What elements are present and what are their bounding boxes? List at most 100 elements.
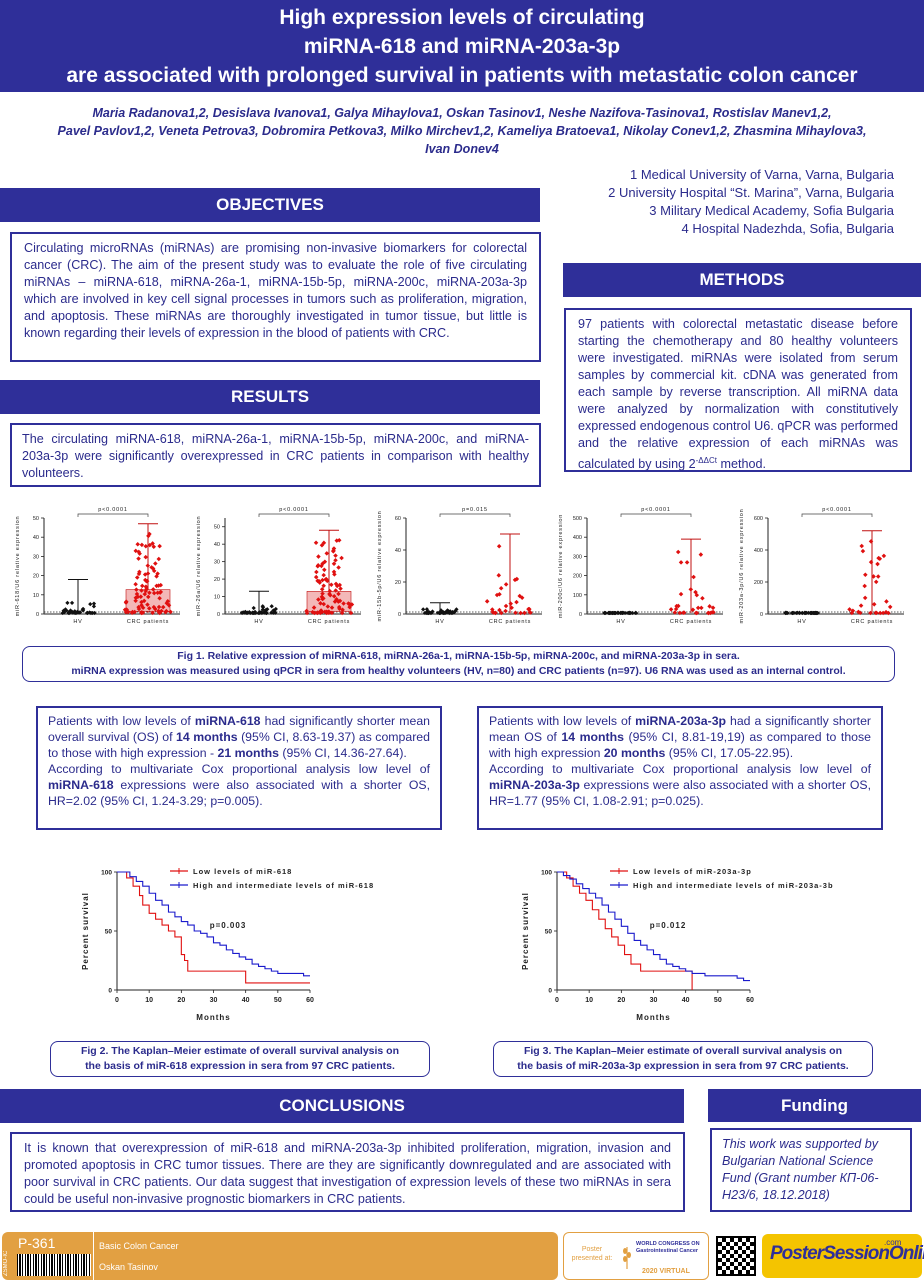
- title-line-2: miRNA-618 and miRNA-203a-3p: [303, 35, 621, 58]
- crc-point: [514, 599, 519, 605]
- affiliation-1: 1 Medical University of Varna, Varna, Bu…: [630, 167, 894, 182]
- y-tick-label: 0: [579, 612, 582, 618]
- hv-point: [797, 610, 802, 615]
- y-tick-label: 20: [33, 574, 39, 580]
- x-tick-label: 40: [242, 997, 250, 1004]
- y-tick-label: 60: [395, 516, 401, 522]
- crc-point: [887, 604, 893, 610]
- x-tick-label: 50: [714, 997, 722, 1004]
- survival-curve-high: [557, 871, 750, 982]
- crc-point: [484, 599, 490, 604]
- crc-point: [324, 551, 330, 556]
- x-label-crc: CRC patients: [127, 619, 169, 625]
- x-tick-label: 0: [555, 997, 559, 1004]
- crc-point: [139, 542, 145, 548]
- crc-point: [338, 586, 343, 591]
- hv-point: [65, 600, 70, 606]
- crc-point: [320, 596, 325, 602]
- y-tick-label: 10: [33, 593, 39, 599]
- crc-point: [677, 610, 683, 616]
- y-tick-label: 40: [33, 535, 39, 541]
- funding-box: This work was supported by Bulgarian Nat…: [710, 1128, 912, 1212]
- legend-label-1: High and intermediate levels of miR-618: [193, 881, 374, 890]
- x-label-hv: HV: [254, 619, 263, 625]
- crc-point: [859, 543, 864, 549]
- p-value: p<0.0001: [279, 507, 309, 513]
- y-tick-label: 200: [573, 574, 582, 580]
- x-tick-label: 60: [306, 997, 314, 1004]
- crc-point: [522, 610, 527, 616]
- p-value: p<0.0001: [822, 507, 852, 513]
- footer-info-bar: [2, 1232, 558, 1280]
- objectives-header: OBJECTIVES: [0, 188, 540, 222]
- crc-point: [871, 602, 877, 607]
- fig1-caption-line-1: Fig 1. Relative expression of miRNA-618,…: [177, 650, 740, 662]
- crc-point: [322, 567, 327, 573]
- x-tick-label: 60: [746, 997, 754, 1004]
- x-label-crc: CRC patients: [308, 619, 350, 625]
- hv-point: [783, 610, 788, 616]
- crc-point: [513, 610, 518, 615]
- x-tick-label: 20: [177, 997, 185, 1004]
- mir203-findings-box: Patients with low levels of miRNA-203a-3…: [477, 706, 883, 830]
- x-label-crc: CRC patients: [489, 619, 531, 625]
- crc-point: [139, 583, 145, 589]
- y-tick-label: 0: [36, 612, 39, 618]
- crc-point: [503, 608, 508, 614]
- barcode: [17, 1254, 91, 1276]
- crc-point: [668, 607, 674, 612]
- hv-point: [269, 610, 274, 615]
- y-tick-label: 100: [573, 593, 582, 599]
- significance-bracket: [439, 513, 511, 517]
- y-tick-label: 20: [395, 580, 401, 586]
- crc-point: [860, 548, 866, 554]
- x-tick-label: 0: [115, 997, 119, 1004]
- crc-point: [868, 559, 874, 565]
- crc-point: [496, 573, 502, 578]
- crc-point: [336, 565, 341, 570]
- y-tick-label: 200: [754, 580, 763, 586]
- x-label-hv: HV: [797, 619, 806, 625]
- crc-point: [684, 560, 690, 565]
- fig1-expression-charts: miR-618/U6 relative expression 0 10 20 30 40 5…: [15, 507, 904, 625]
- hv-point: [269, 604, 274, 609]
- hv-point: [421, 607, 426, 612]
- y-tick-label: 50: [214, 525, 220, 531]
- crc-point: [690, 607, 696, 613]
- crc-point: [333, 553, 338, 558]
- crc-point: [877, 610, 883, 616]
- footer-divider: [93, 1232, 94, 1280]
- significance-bracket: [258, 513, 330, 517]
- crc-point: [498, 585, 504, 591]
- crc-point: [156, 556, 162, 562]
- p-value: p=0.012: [650, 921, 687, 930]
- wheat-logo-icon: [622, 1243, 632, 1269]
- fig2-caption-line-2: the basis of miR-618 expression in sera …: [85, 1060, 395, 1072]
- y-tick-label: 30: [33, 554, 39, 560]
- crc-point: [675, 549, 681, 555]
- y-tick-label: 0: [548, 988, 552, 995]
- authors-line-3: Ivan Donev4: [425, 142, 499, 156]
- crc-point: [145, 563, 151, 568]
- hv-point: [806, 610, 811, 616]
- p-value: p<0.0001: [641, 507, 671, 513]
- x-tick-label: 30: [650, 997, 658, 1004]
- y-tick-label: 20: [214, 577, 220, 583]
- crc-point: [313, 540, 319, 545]
- fig2-caption: Fig 2. The Kaplan–Meier estimate of over…: [50, 1041, 430, 1077]
- footer: ZSMO-IC P-361 Basic Colon Cancer Oskan T…: [0, 1232, 924, 1280]
- fig1-caption-line-2: miRNA expression was measured using qPCR…: [71, 665, 846, 677]
- funding-text: This work was supported by Bulgarian Nat…: [722, 1137, 879, 1202]
- crc-point: [678, 591, 684, 597]
- congress-badge: Poster presented at: WORLD CONGRESS ON G…: [563, 1232, 709, 1280]
- crc-point: [164, 608, 169, 614]
- footer-side-code: ZSMO-IC: [3, 1250, 9, 1276]
- hv-point: [630, 610, 635, 616]
- crc-point: [143, 554, 148, 560]
- hv-point: [620, 610, 625, 616]
- significance-bracket: [77, 513, 149, 517]
- footer-presenter: Oskan Tasinov: [99, 1262, 158, 1272]
- congress-name: WORLD CONGRESS ON Gastrointestinal Cance…: [636, 1241, 700, 1254]
- x-tick-label: 40: [682, 997, 690, 1004]
- hv-point: [61, 610, 67, 615]
